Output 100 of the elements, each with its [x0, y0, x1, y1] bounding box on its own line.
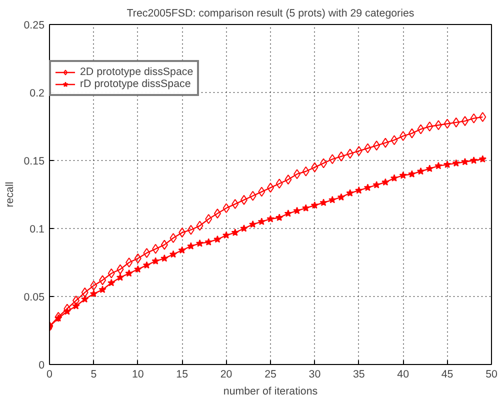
x-tick-label: 20	[220, 368, 232, 380]
point	[98, 286, 106, 294]
x-tick-label: 50	[486, 368, 498, 380]
point	[328, 154, 336, 164]
x-tick-label: 30	[308, 368, 321, 380]
point	[240, 224, 248, 232]
point	[417, 124, 424, 134]
point	[302, 166, 310, 176]
y-tick-label: 0.15	[24, 156, 45, 168]
point	[196, 220, 204, 231]
point	[90, 280, 98, 291]
point	[204, 238, 212, 246]
x-tick-label: 25	[264, 368, 276, 380]
point	[364, 143, 372, 154]
point	[372, 180, 380, 188]
point	[452, 117, 460, 128]
point	[426, 164, 434, 172]
point	[187, 224, 194, 235]
point	[293, 206, 301, 214]
y-tick-label: 0.2	[30, 88, 45, 100]
point	[479, 112, 486, 122]
point	[214, 235, 222, 243]
point	[320, 158, 328, 168]
point	[338, 151, 345, 162]
point	[346, 148, 354, 159]
point	[232, 199, 239, 210]
point	[461, 158, 469, 166]
x-tick-label: 35	[352, 368, 365, 380]
x-tick-label: 15	[176, 368, 188, 380]
y-tick-label: 0.1	[30, 224, 45, 236]
point	[258, 218, 266, 226]
point	[134, 265, 142, 273]
point	[302, 204, 310, 212]
point	[170, 233, 177, 244]
point	[196, 239, 204, 247]
y-axis-title: recall	[4, 182, 16, 208]
point	[108, 278, 116, 286]
point	[81, 295, 89, 303]
point	[390, 135, 398, 146]
y-tick-label: 0	[38, 360, 45, 372]
point	[72, 296, 80, 306]
point	[470, 156, 478, 164]
point	[178, 228, 186, 238]
point	[461, 116, 468, 126]
point	[382, 138, 389, 148]
point	[152, 244, 160, 254]
point	[408, 128, 416, 138]
legend-label: rD prototype dissSpace	[80, 78, 191, 90]
point	[81, 287, 88, 298]
point	[125, 269, 133, 277]
point	[284, 174, 292, 185]
point	[452, 159, 460, 167]
point	[434, 120, 442, 130]
point	[116, 264, 124, 274]
point	[240, 194, 248, 205]
point	[249, 190, 256, 201]
chart-title: Trec2005FSD: comparison result (5 prots) with 29 categories	[126, 8, 414, 20]
point	[160, 240, 168, 250]
point	[258, 186, 266, 197]
point	[310, 201, 319, 209]
point	[470, 113, 478, 124]
y-tick-label: 0.05	[24, 292, 45, 304]
point	[399, 171, 407, 179]
point	[478, 155, 486, 162]
point	[126, 258, 133, 268]
x-tick-label: 0	[46, 368, 53, 380]
x-tick-label: 5	[90, 368, 97, 380]
point	[178, 246, 186, 254]
legend-label: 2D prototype dissSpace	[80, 66, 194, 78]
point	[169, 250, 178, 258]
point	[214, 208, 221, 219]
point	[355, 186, 363, 194]
point	[400, 131, 407, 142]
point	[222, 231, 230, 239]
point	[205, 214, 212, 224]
point	[187, 242, 195, 250]
point	[373, 140, 380, 151]
point	[276, 214, 284, 221]
point	[294, 169, 301, 180]
point	[434, 162, 442, 170]
point	[134, 253, 142, 264]
point	[248, 220, 257, 228]
point	[142, 261, 151, 269]
point	[382, 178, 390, 186]
point	[143, 248, 150, 258]
point	[355, 146, 362, 156]
point	[160, 254, 168, 262]
point	[426, 122, 434, 132]
x-axis-title: number of iterations	[223, 386, 318, 398]
y-tick-label: 0.25	[24, 20, 45, 32]
x-tick-label: 10	[132, 368, 144, 380]
point	[276, 178, 283, 189]
point	[346, 189, 354, 196]
x-tick-label: 45	[441, 368, 454, 380]
point	[90, 290, 98, 298]
point	[364, 184, 372, 192]
point	[99, 275, 106, 286]
point	[266, 214, 274, 222]
point	[320, 198, 328, 206]
point	[116, 273, 124, 281]
